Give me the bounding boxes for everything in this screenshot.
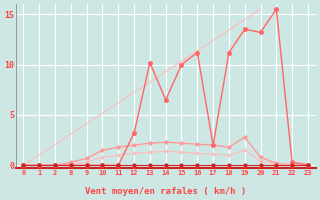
X-axis label: Vent moyen/en rafales ( km/h ): Vent moyen/en rafales ( km/h ) — [85, 187, 246, 196]
